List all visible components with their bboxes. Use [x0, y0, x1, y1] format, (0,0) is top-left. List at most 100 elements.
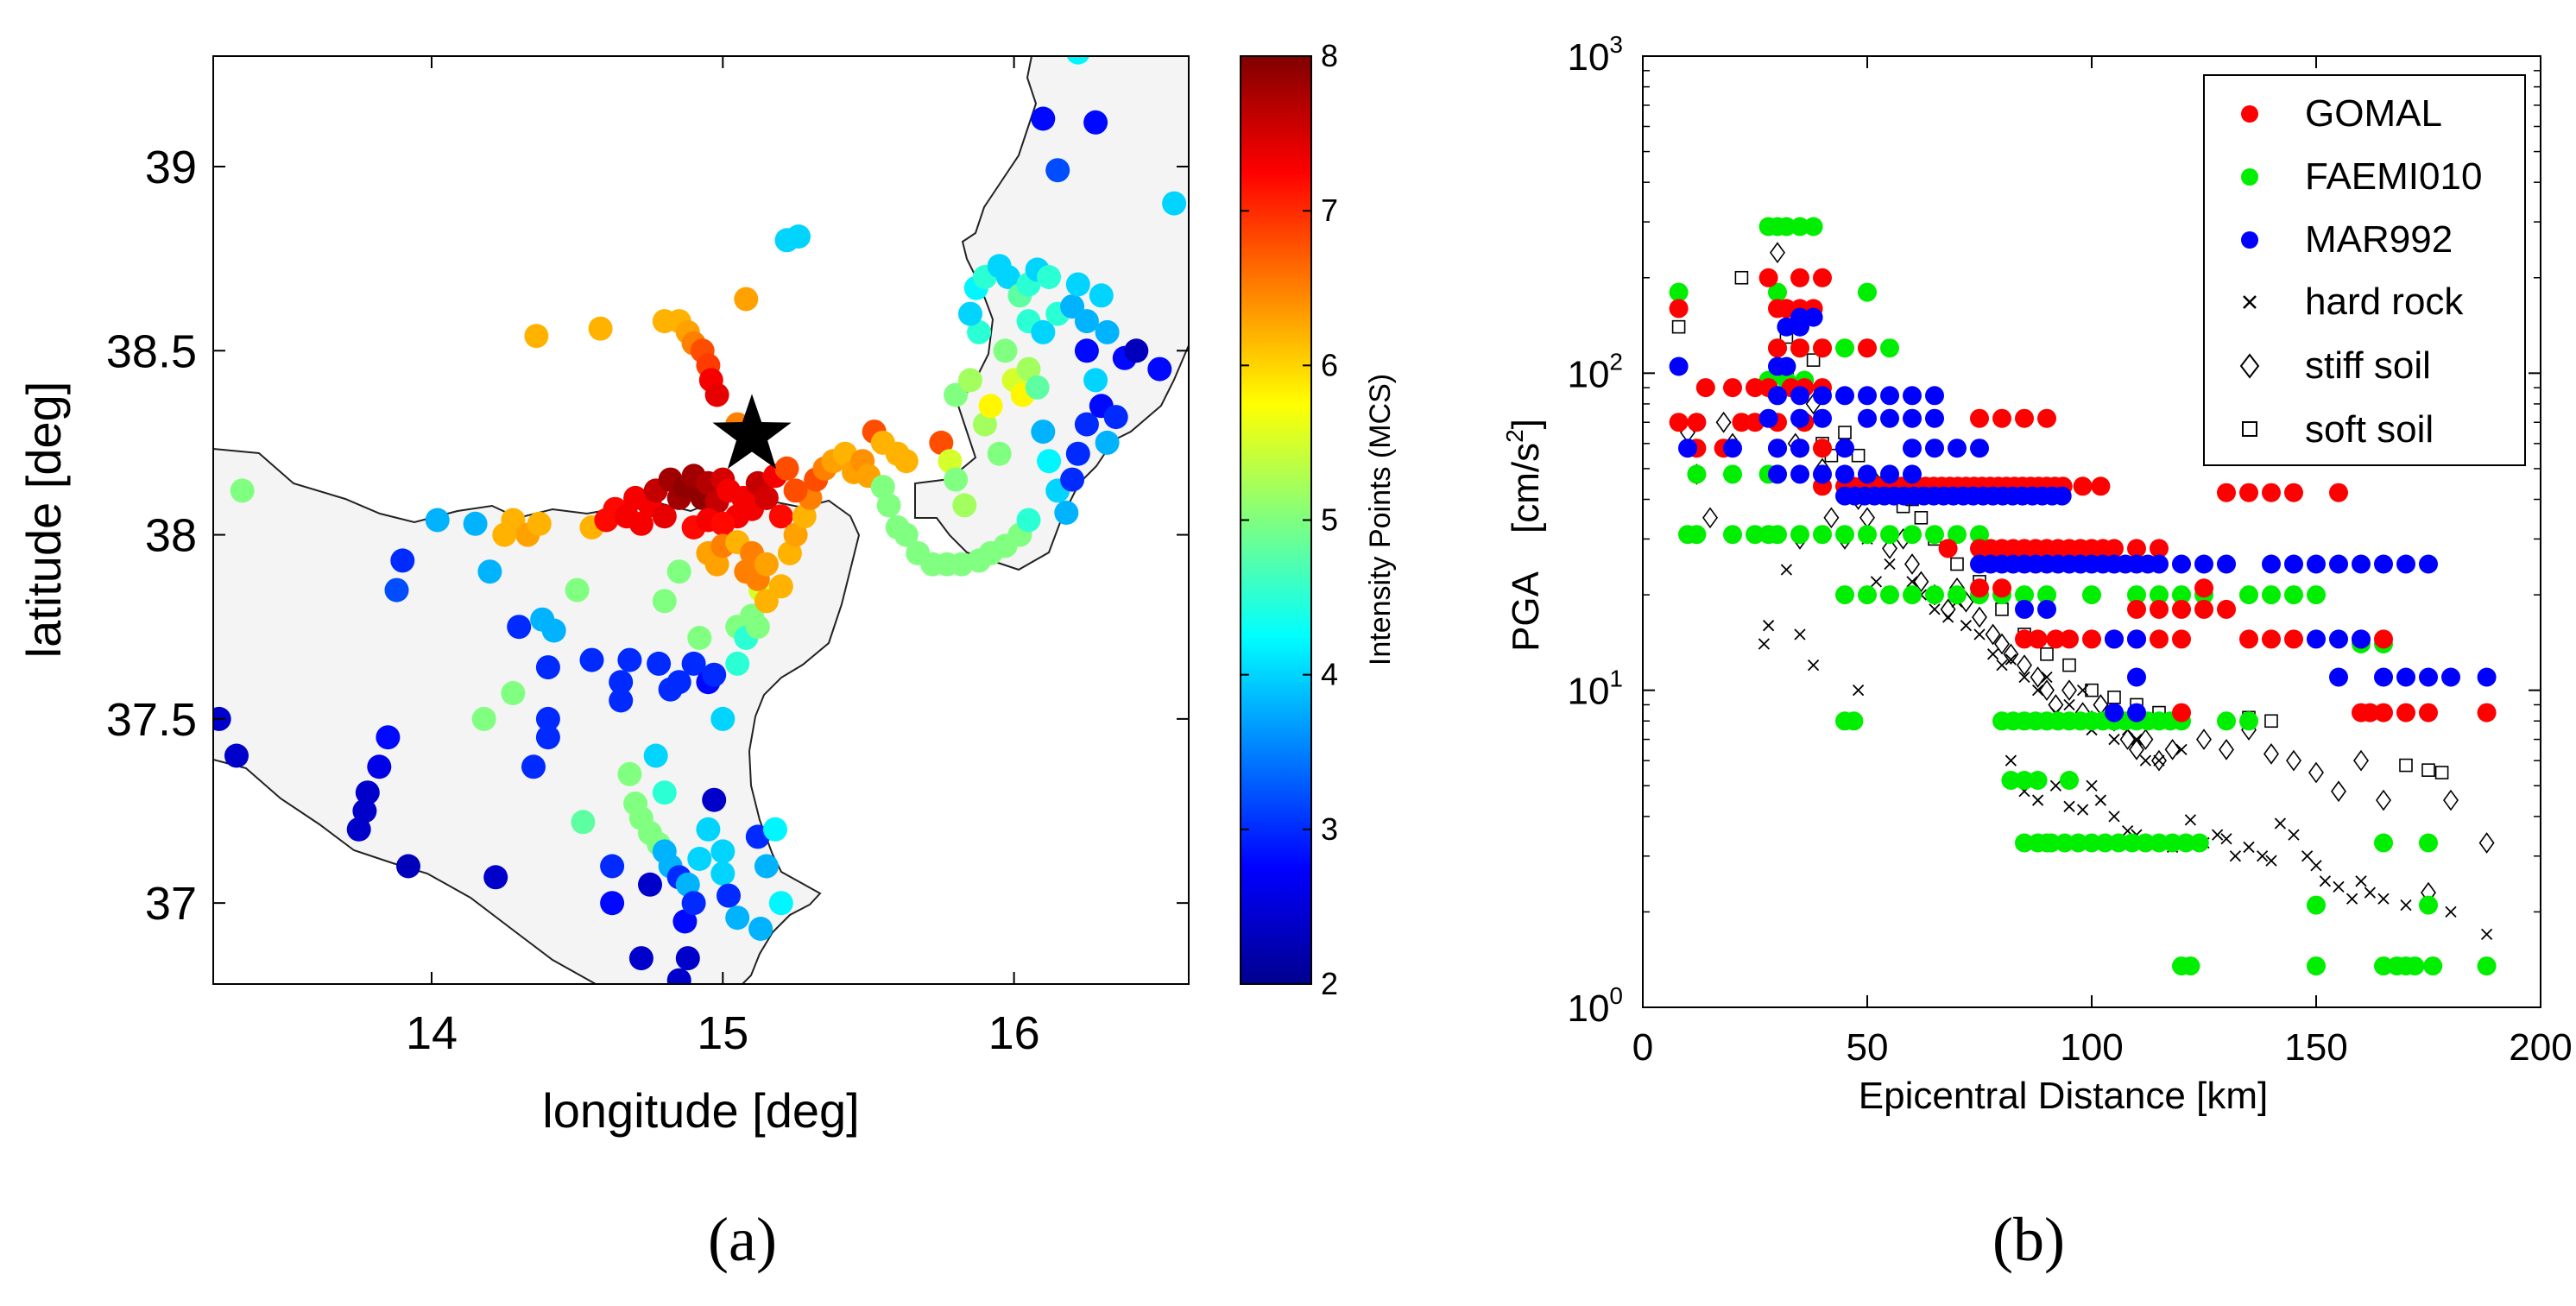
legend-label-gomal: GOMAL [2305, 92, 2442, 135]
gomal-point [1768, 338, 1787, 358]
faemi010-point [1777, 217, 1796, 237]
hard-rock-marker [1996, 659, 2008, 672]
faemi010-point [1880, 338, 1899, 358]
mar992-point [2419, 554, 2438, 574]
intensity-point [471, 706, 496, 731]
faemi010-point [2150, 585, 2169, 605]
caption-b: (b) [1992, 1205, 2065, 1274]
faemi010-point [2262, 585, 2281, 605]
intensity-point [725, 651, 750, 676]
colorbar-tick-label: 3 [1321, 811, 1338, 847]
gomal-point [2150, 599, 2169, 619]
intensity-point [710, 706, 736, 731]
stiff-soil-marker [2119, 729, 2136, 750]
faemi010-point [2217, 711, 2236, 731]
intensity-point [717, 883, 741, 908]
gomal-point [2150, 539, 2169, 558]
gomal-point [2419, 703, 2438, 722]
intensity-point [702, 787, 727, 812]
intensity-point [1031, 420, 1056, 445]
map-xtick-label: 14 [406, 1007, 458, 1059]
faemi010-point [1858, 585, 1877, 605]
stiff-soil-marker [1985, 623, 2001, 646]
faemi010-point [1903, 525, 1922, 545]
colorbar-ticks: 2 3 4 5 6 7 8 [1241, 38, 1338, 1001]
intensity-point [1095, 319, 1120, 344]
intensity-point [535, 706, 560, 731]
soft-soil-marker [2264, 714, 2278, 729]
intensity-point [1025, 375, 1050, 400]
hard-rock-marker [2063, 800, 2075, 812]
soft-soil-marker [1671, 319, 1686, 334]
intensity-point [1054, 501, 1079, 525]
mar992-point [2127, 629, 2146, 649]
pga-axis-ticks: 0 50 100 150 200 100 101 102 103 [1567, 31, 2572, 1069]
legend-box [2203, 74, 2526, 466]
soft-soil-marker [2040, 647, 2054, 661]
intensity-point [710, 511, 736, 536]
intensity-point [384, 577, 409, 603]
intensity-point [675, 872, 700, 897]
mar992-point [1835, 438, 1854, 458]
hard-rock-marker [2031, 685, 2044, 697]
soft-soil-marker [1950, 557, 1964, 571]
stiff-soil-marker [2219, 739, 2234, 760]
gomal-point [1669, 413, 1689, 432]
intensity-point [579, 647, 604, 672]
stiff-soil-marker [2443, 789, 2459, 811]
hard-rock-marker [2301, 850, 2314, 862]
hard-rock-marker [2229, 850, 2242, 862]
hard-rock-marker [2333, 880, 2345, 893]
stiff-soil-marker [1972, 606, 1987, 628]
gomal-point [2262, 483, 2281, 502]
gomal-point [2284, 629, 2303, 649]
mar992-point [2352, 554, 2371, 574]
soft-soil-marker [2085, 683, 2099, 697]
intensity-point [588, 316, 613, 341]
gomal-point [1687, 413, 1707, 432]
intensity-point [929, 430, 954, 455]
mar992-point [2329, 629, 2348, 649]
intensity-point [666, 559, 691, 584]
intensity-point [1074, 309, 1099, 334]
stiff-soil-marker [1702, 507, 1718, 529]
faemi010-point [1880, 525, 1899, 545]
faemi010-point [2239, 711, 2258, 731]
intensity-point [1060, 467, 1085, 492]
map-ytick-label: 37.5 [106, 694, 197, 746]
faemi010-point [2172, 585, 2191, 605]
pga-legend: GOMAL FAEMI010 MAR992 hard rock stiff so… [2203, 74, 2526, 466]
panel-b-pga: 0 50 100 150 200 100 101 102 103 Epicentral Dist… [1501, 31, 2573, 1274]
soft-soil-marker [1838, 426, 1852, 439]
gomal-point [2194, 578, 2213, 598]
map-ytick-label: 38 [145, 510, 197, 562]
legend-marker-mar992 [2241, 231, 2258, 249]
intensity-point [396, 854, 420, 879]
mar992-point [2396, 667, 2415, 687]
intensity-point [527, 511, 552, 536]
epicenter-star-shape [712, 394, 792, 470]
hard-rock-marker [2265, 855, 2277, 867]
intensity-point [958, 368, 982, 393]
map-ytick-label: 38.5 [106, 325, 197, 377]
map-intensity-points [213, 56, 1187, 984]
hard-rock-marker [2400, 899, 2412, 912]
hard-rock-marker [1884, 558, 1896, 571]
faemi010-point [2127, 585, 2146, 605]
faemi010-point [2082, 585, 2101, 605]
intensity-point [1060, 294, 1085, 319]
hard-rock-marker [2184, 814, 2197, 826]
hard-rock-marker [2445, 905, 2457, 918]
intensity-point [425, 508, 450, 533]
stiff-soil-marker [2478, 832, 2495, 854]
faemi010-point [1790, 525, 1809, 545]
intensity-point [734, 287, 759, 312]
faemi010-point [2095, 833, 2115, 853]
colorbar [1240, 55, 1312, 985]
colorbar-tick-label: 8 [1321, 38, 1338, 73]
stiff-soil-marker [1715, 411, 1732, 433]
intensity-point [1065, 272, 1090, 297]
intensity-point [763, 817, 787, 842]
colorbar-tick-label: 4 [1321, 657, 1338, 692]
